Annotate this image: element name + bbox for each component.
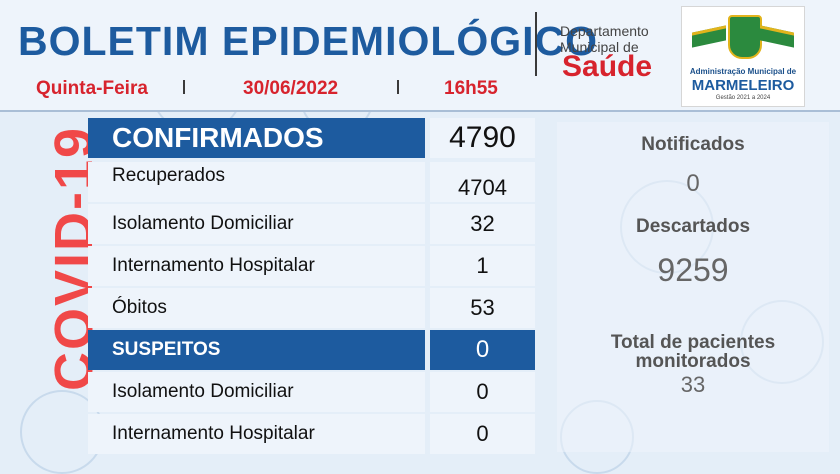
logo-shield-icon bbox=[728, 15, 762, 59]
table-row: Recuperados 4704 bbox=[88, 162, 535, 202]
date: 30/06/2022 bbox=[243, 78, 339, 99]
recovered-label: Recuperados bbox=[112, 165, 226, 186]
logo-text-term: Gestão 2021 a 2024 bbox=[715, 95, 771, 101]
suspected-hospitalization-label: Internamento Hospitalar bbox=[112, 423, 315, 444]
municipal-logo: Administração Municipal de MARMELEIRO Ge… bbox=[681, 6, 805, 107]
header-divider bbox=[0, 110, 840, 112]
page-title: BOLETIM EPIDEMIOLÓGICO bbox=[18, 18, 599, 64]
department-line-2: Municipal de bbox=[560, 39, 639, 55]
department-line-1: Departamento bbox=[560, 23, 649, 39]
confirmed-header-row: CONFIRMADOS 4790 bbox=[88, 118, 535, 158]
confirmed-label-cell: CONFIRMADOS bbox=[88, 118, 425, 158]
table-row: Isolamento Domiciliar 32 bbox=[88, 204, 535, 244]
divider bbox=[535, 12, 537, 76]
suspected-home-isolation-value: 0 bbox=[476, 379, 489, 404]
home-isolation-label: Isolamento Domiciliar bbox=[112, 213, 294, 234]
divider bbox=[183, 80, 185, 94]
table-row: Isolamento Domiciliar 0 bbox=[88, 372, 535, 412]
monitored-value: 33 bbox=[680, 372, 706, 397]
notified-value: 0 bbox=[686, 170, 700, 197]
deaths-label: Óbitos bbox=[112, 297, 167, 318]
hospitalization-label: Internamento Hospitalar bbox=[112, 255, 315, 276]
suspected-value: 0 bbox=[475, 336, 490, 363]
table-row: Internamento Hospitalar 1 bbox=[88, 246, 535, 286]
confirmed-value-cell: 4790 bbox=[430, 118, 535, 158]
suspected-label: SUSPEITOS bbox=[112, 339, 221, 360]
table-row: Óbitos 53 bbox=[88, 288, 535, 328]
notified-label: Notificados bbox=[641, 134, 745, 155]
suspected-header-row: SUSPEITOS 0 bbox=[88, 330, 535, 370]
suspected-label-cell: SUSPEITOS bbox=[88, 330, 425, 370]
confirmed-value: 4790 bbox=[449, 121, 516, 154]
confirmed-label: CONFIRMADOS bbox=[112, 122, 324, 153]
hospitalization-value: 1 bbox=[476, 253, 489, 278]
table-row: Internamento Hospitalar 0 bbox=[88, 414, 535, 454]
home-isolation-value: 32 bbox=[470, 211, 495, 236]
recovered-value: 4704 bbox=[458, 175, 507, 200]
deaths-value: 53 bbox=[470, 295, 495, 320]
suspected-hospitalization-value: 0 bbox=[476, 421, 489, 446]
header: BOLETIM EPIDEMIOLÓGICO Quinta-Feira 30/0… bbox=[0, 0, 840, 110]
department-name: Saúde bbox=[562, 50, 653, 83]
suspected-home-isolation-label: Isolamento Domiciliar bbox=[112, 381, 294, 402]
discarded-label: Descartados bbox=[635, 216, 751, 237]
time: 16h55 bbox=[444, 78, 498, 99]
monitored-label-line-2: monitorados bbox=[635, 351, 751, 372]
logo-banner-left bbox=[692, 25, 726, 48]
weekday: Quinta-Feira bbox=[36, 78, 148, 99]
divider bbox=[397, 80, 399, 94]
monitored-label-line-1: Total de pacientes bbox=[610, 332, 776, 353]
logo-text-administration: Administração Municipal de bbox=[689, 67, 797, 76]
discarded-value: 9259 bbox=[657, 252, 729, 288]
logo-banner-right bbox=[760, 25, 794, 48]
logo-text-city: MARMELEIRO bbox=[691, 77, 795, 94]
summary-panel: Notificados 0 Descartados 9259 Total de … bbox=[557, 122, 829, 452]
suspected-value-cell: 0 bbox=[430, 330, 535, 370]
